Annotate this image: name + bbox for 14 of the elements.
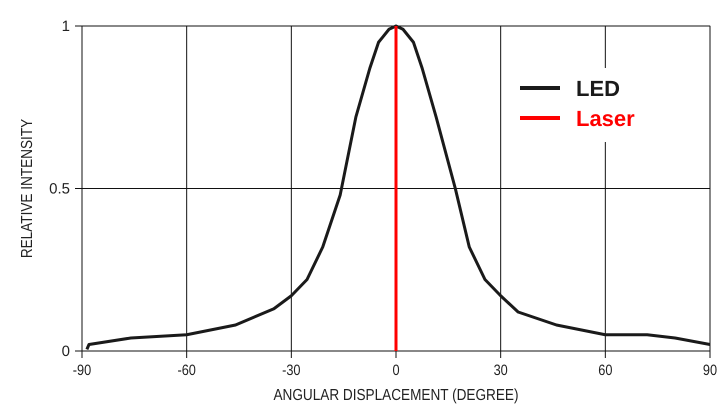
x-tick-label: 0 <box>392 360 400 378</box>
x-tick-label: 90 <box>702 360 718 378</box>
legend-label: LED <box>576 76 620 101</box>
x-tick-label: 30 <box>494 360 508 378</box>
legend-label: Laser <box>576 106 636 131</box>
x-tick-label: -60 <box>177 360 196 378</box>
y-tick-label: 1 <box>62 18 70 35</box>
y-tick-label: 0.5 <box>49 180 70 198</box>
x-tick-label: -30 <box>282 360 301 378</box>
x-tick-label: 60 <box>598 360 613 378</box>
y-axis-title: RELATIVE INTENSITY <box>19 118 36 258</box>
x-axis-title: ANGULAR DISPLACEMENT (DEGREE) <box>273 387 519 404</box>
y-tick-label: 0 <box>62 343 70 360</box>
x-tick-label: -90 <box>72 360 92 378</box>
